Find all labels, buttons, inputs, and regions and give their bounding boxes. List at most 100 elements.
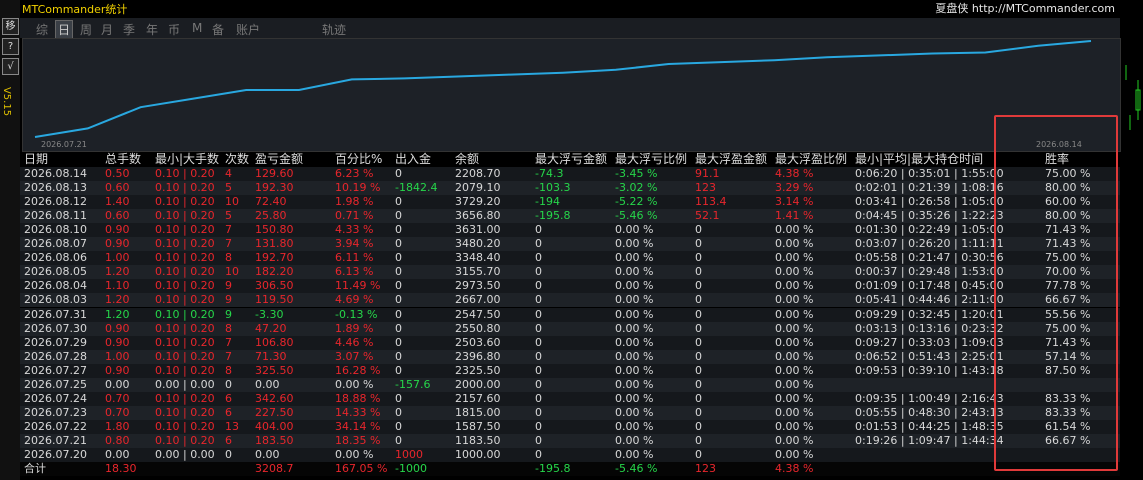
column-header: 百分比% (335, 152, 383, 166)
tab[interactable]: 年 (146, 23, 159, 37)
table-cell: 87.50 % (1045, 363, 1091, 377)
table-cell: 3.29 % (775, 181, 814, 195)
table-cell: 2325.50 (455, 363, 501, 377)
tab[interactable]: 备 (212, 23, 225, 37)
table-cell: 2026.08.06 (24, 251, 87, 265)
table-cell: 0:03:41 | 0:26:58 | 1:05:00 (855, 195, 1004, 209)
table-cell: 0:09:27 | 0:33:03 | 1:09:03 (855, 335, 1004, 349)
table-cell: 0.00 (255, 377, 280, 391)
table-cell: 2026.07.31 (24, 307, 87, 321)
table-cell: 0:01:30 | 0:22:49 | 1:05:00 (855, 223, 1004, 237)
sidebar-button[interactable]: √ (2, 58, 19, 75)
table-cell: 0 (535, 307, 542, 321)
table-cell: 0 (395, 195, 402, 209)
table-cell: 0:04:45 | 0:35:26 | 1:22:23 (855, 209, 1004, 223)
table-cell: 192.70 (255, 251, 294, 265)
table-cell: 0.00 % (615, 223, 654, 237)
table-cell: 0 (695, 377, 702, 391)
table-cell: 113.4 (695, 195, 727, 209)
table-cell: 0.00 % (775, 391, 814, 405)
table-cell: 0 (535, 405, 542, 419)
table-cell: -0.13 % (335, 307, 378, 321)
table-cell: 0.10 | 0.20 (155, 321, 215, 335)
table-cell: 0.10 | 0.20 (155, 237, 215, 251)
table-cell: 4.38 % (775, 462, 814, 476)
table-cell: 0 (695, 223, 702, 237)
table-cell: 0.00 % (615, 377, 654, 391)
table-row: 2026.07.28 1.00 0.10 | 0.20 7 71.30 3.07 % 0 23… (20, 349, 1120, 364)
table-row: 2026.08.11 0.60 0.10 | 0.20 5 25.80 0.71 % 0 36… (20, 209, 1120, 224)
tab[interactable]: M (192, 21, 203, 35)
table-cell: 0.10 | 0.20 (155, 349, 215, 363)
sidebar-button[interactable]: ? (2, 38, 19, 55)
table-cell: 0.50 (105, 167, 130, 180)
table-cell: 0 (695, 391, 702, 405)
table-cell: 0.00 % (615, 237, 654, 251)
table-cell: 57.14 % (1045, 349, 1091, 363)
table-cell: 3.14 % (775, 195, 814, 209)
table-cell: 0:02:01 | 0:21:39 | 1:08:16 (855, 181, 1004, 195)
equity-chart (34, 40, 1092, 138)
table-cell: 2396.80 (455, 349, 501, 363)
column-header: 日期 (24, 152, 49, 166)
table-cell: 0 (535, 391, 542, 405)
brand-link[interactable]: 夏盘侠 http://MTCommander.com (935, 2, 1115, 15)
table-cell: 0 (535, 321, 542, 335)
table-cell: 0 (695, 363, 702, 377)
table-cell: 0.10 | 0.20 (155, 419, 215, 433)
table-cell: 325.50 (255, 363, 294, 377)
column-header: 总手数 (105, 152, 142, 166)
sidebar-button[interactable]: 移 (2, 18, 19, 35)
table-cell: 1.80 (105, 419, 130, 433)
table-cell: -195.8 (535, 462, 571, 476)
table-cell: 0:05:58 | 0:21:47 | 0:30:56 (855, 251, 1004, 265)
table-cell: 80.00 % (1045, 181, 1091, 195)
table-cell: 2026.08.11 (24, 209, 87, 223)
table-cell: 2026.08.10 (24, 223, 87, 237)
table-cell: 0.00 % (615, 349, 654, 363)
table-cell: 0 (695, 265, 702, 279)
table-cell: 16.28 % (335, 363, 381, 377)
tab[interactable]: 账户 (236, 23, 261, 37)
tab[interactable]: 综 (36, 23, 49, 37)
table-cell: 3.07 % (335, 349, 374, 363)
table-cell: 5 (225, 181, 232, 195)
table-row: 2026.07.31 1.20 0.10 | 0.20 9 -3.30 -0.13 % 0 2… (20, 307, 1120, 322)
table-cell: 0 (535, 251, 542, 265)
table-cell: 0 (535, 349, 542, 363)
table-cell: 6 (225, 433, 232, 447)
table-cell: 0.60 (105, 181, 130, 195)
table-cell: -1000 (395, 462, 427, 476)
table-cell: 0.10 | 0.20 (155, 363, 215, 377)
table-cell: 0.90 (105, 321, 130, 335)
table-cell: 0.00 % (775, 419, 814, 433)
table-cell: 13 (225, 419, 239, 433)
table-cell: 0 (395, 293, 402, 307)
table-cell: 2026.08.14 (24, 167, 87, 180)
table-cell: 0 (695, 293, 702, 307)
tab[interactable]: 币 (168, 23, 181, 37)
tab[interactable]: 季 (123, 23, 136, 37)
tab[interactable]: 轨迹 (322, 23, 347, 37)
tab[interactable]: 日 (55, 20, 74, 39)
table-cell: 0 (535, 293, 542, 307)
table-row: 2026.08.13 0.60 0.10 | 0.20 5 192.30 10.19 % -… (20, 181, 1120, 196)
tab[interactable]: 周 (80, 23, 93, 37)
table-cell: 2026.07.20 (24, 448, 87, 461)
table-cell: 66.67 % (1045, 433, 1091, 447)
table-cell: 6.11 % (335, 251, 374, 265)
table-cell: 0 (395, 307, 402, 321)
table-cell: 70.00 % (1045, 265, 1091, 279)
table-cell: 0 (695, 448, 702, 461)
table-row: 2026.08.03 1.20 0.10 | 0.20 9 119.50 4.69 % 0 2… (20, 293, 1120, 308)
table-cell: 0 (395, 321, 402, 335)
table-cell: 0 (395, 279, 402, 293)
tab[interactable]: 月 (101, 23, 114, 37)
table-cell: 14.33 % (335, 405, 381, 419)
table-cell: 83.33 % (1045, 405, 1091, 419)
table-cell: 18.88 % (335, 391, 381, 405)
table-row: 合计 18.30 3208.7 167.05 % -1000 -195.8 -5.46 % 1… (20, 462, 1120, 477)
table-cell: 0.00 % (775, 307, 814, 321)
column-header: 出入金 (395, 152, 432, 166)
table-cell: 0 (695, 433, 702, 447)
